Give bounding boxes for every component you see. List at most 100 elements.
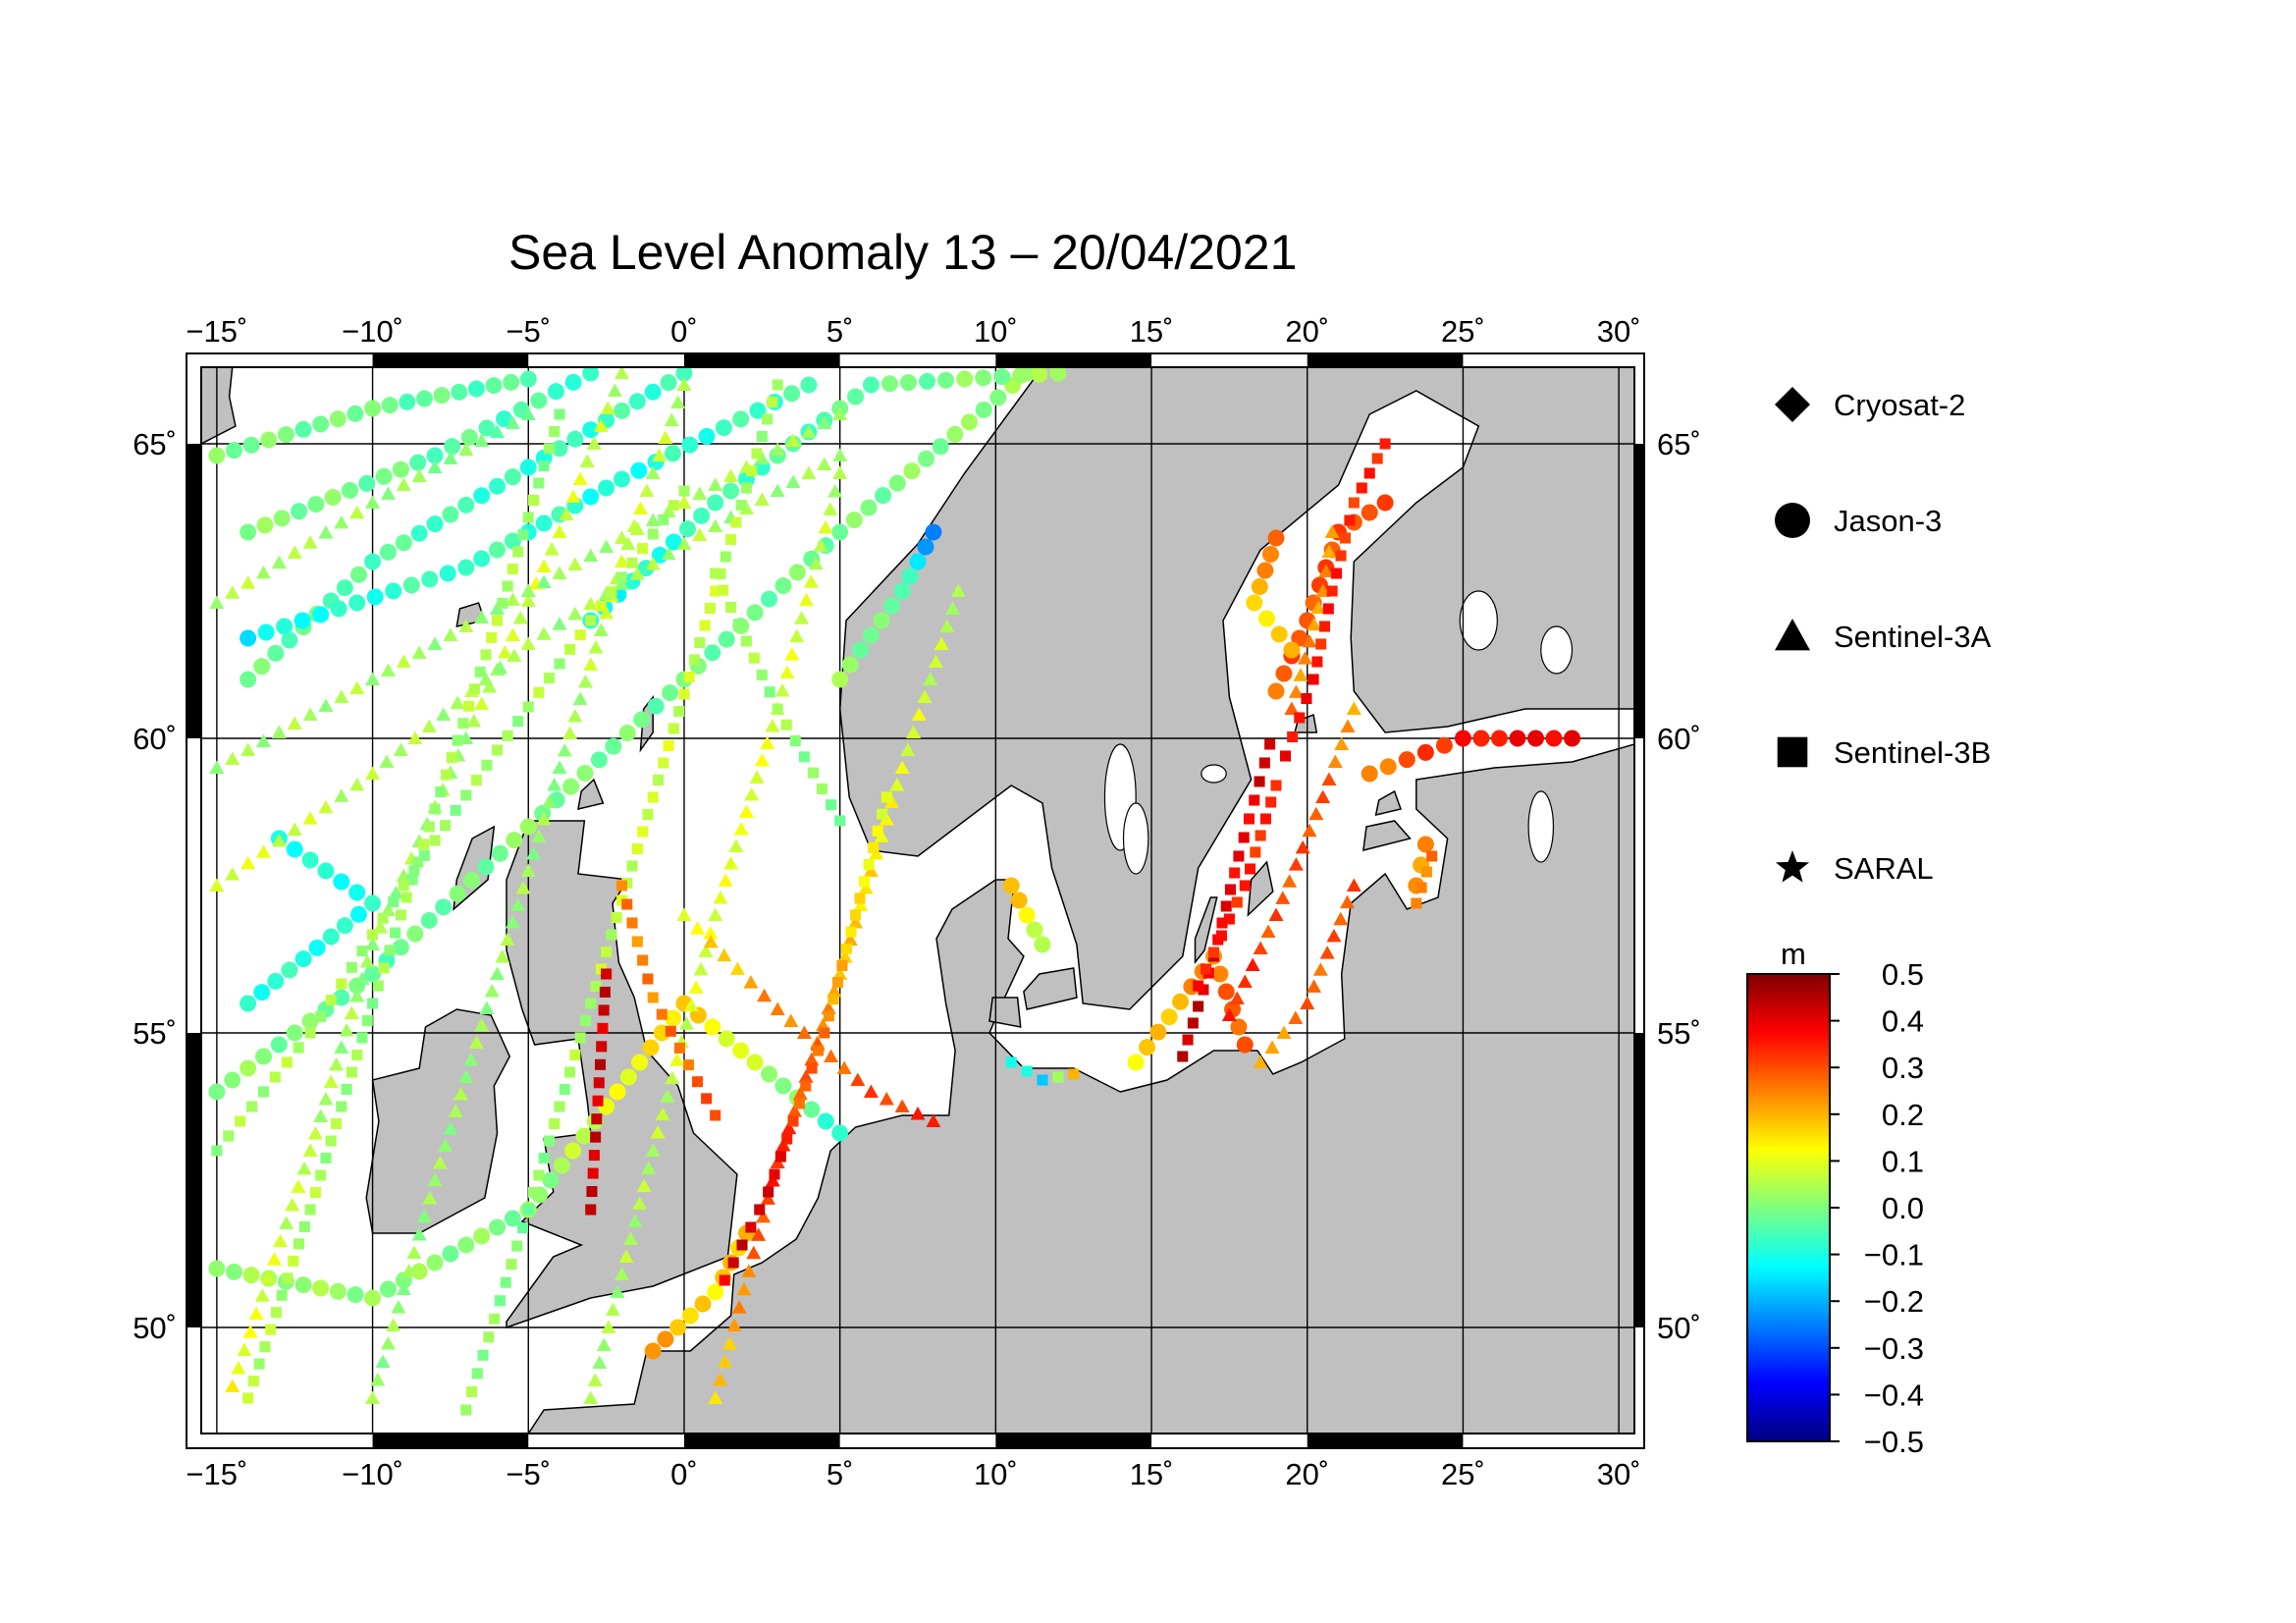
triangle-measurement bbox=[240, 742, 256, 756]
triangle-measurement bbox=[565, 489, 581, 503]
square-measurement bbox=[678, 485, 690, 497]
circle-measurement bbox=[312, 606, 330, 623]
circle-measurement bbox=[1379, 758, 1397, 776]
circle-measurement bbox=[975, 401, 992, 418]
circle-measurement bbox=[619, 1068, 637, 1086]
square-measurement bbox=[543, 673, 555, 684]
triangle-measurement bbox=[1237, 974, 1253, 988]
triangle-measurement bbox=[618, 1249, 634, 1263]
square-measurement bbox=[719, 1274, 730, 1286]
circle-measurement bbox=[644, 1342, 662, 1360]
triangle-measurement bbox=[614, 530, 629, 544]
square-measurement bbox=[819, 1027, 830, 1039]
circle-measurement bbox=[893, 582, 911, 600]
circle-measurement bbox=[873, 612, 890, 629]
triangle-measurement bbox=[717, 1354, 732, 1369]
triangle-measurement bbox=[379, 754, 395, 768]
triangle-measurement bbox=[474, 1018, 490, 1032]
lat-tick-label-left: 55˚ bbox=[133, 1016, 177, 1051]
triangle-measurement bbox=[396, 654, 411, 668]
circle-measurement bbox=[415, 390, 433, 407]
square-measurement bbox=[667, 723, 679, 734]
circle-measurement bbox=[715, 419, 732, 437]
square-measurement bbox=[682, 1059, 695, 1071]
square-measurement bbox=[665, 1025, 676, 1037]
square-measurement bbox=[457, 718, 469, 730]
land-orkney bbox=[577, 778, 605, 810]
circle-measurement bbox=[1267, 529, 1285, 547]
triangle-measurement bbox=[894, 760, 910, 774]
square-measurement bbox=[522, 1204, 534, 1216]
square-measurement bbox=[468, 683, 480, 695]
lake-4 bbox=[1201, 764, 1227, 784]
triangle-measurement bbox=[676, 536, 692, 550]
square-measurement bbox=[336, 1101, 347, 1112]
triangle-measurement bbox=[1340, 894, 1356, 909]
square-measurement bbox=[585, 1204, 597, 1216]
triangle-measurement bbox=[583, 548, 599, 562]
triangle-measurement bbox=[349, 505, 365, 519]
square-measurement bbox=[304, 1204, 316, 1216]
square-measurement bbox=[554, 658, 565, 670]
circle-measurement bbox=[1246, 594, 1263, 612]
triangle-measurement bbox=[728, 839, 744, 852]
square-measurement bbox=[798, 751, 810, 763]
triangle-measurement bbox=[579, 454, 595, 467]
circle-measurement bbox=[260, 431, 278, 449]
triangle-measurement bbox=[497, 645, 512, 659]
circle-measurement bbox=[917, 538, 934, 556]
triangle-measurement bbox=[698, 944, 714, 957]
square-measurement bbox=[642, 808, 654, 821]
square-measurement bbox=[564, 1066, 576, 1078]
colorbar-tick-label: 0.4 bbox=[1882, 1004, 1924, 1039]
triangle-measurement bbox=[1288, 857, 1304, 871]
circle-measurement bbox=[901, 568, 919, 585]
triangle-measurement bbox=[365, 495, 381, 509]
circle-measurement bbox=[385, 582, 402, 600]
square-measurement bbox=[692, 1076, 704, 1088]
triangle-measurement bbox=[354, 971, 370, 985]
triangle-measurement bbox=[463, 1053, 479, 1066]
square-measurement bbox=[450, 804, 461, 816]
triangle-measurement bbox=[1340, 719, 1356, 732]
triangle-measurement bbox=[318, 698, 334, 712]
circle-measurement bbox=[956, 370, 974, 388]
square-measurement bbox=[512, 716, 524, 728]
triangle-measurement bbox=[718, 873, 733, 887]
triangle-measurement bbox=[614, 1267, 629, 1280]
square-measurement bbox=[621, 898, 633, 910]
triangle-measurement bbox=[721, 1336, 737, 1350]
triangle-measurement bbox=[329, 1057, 345, 1071]
square-measurement bbox=[502, 580, 513, 592]
triangle-measurement bbox=[231, 1361, 246, 1375]
circle-measurement bbox=[364, 553, 382, 570]
triangle-measurement bbox=[678, 1016, 694, 1030]
axis-labels: −15˚ −15˚ −10˚ −10˚ −5˚ −5˚ 0˚ 0˚ 5˚ 5˚ 10˚ 10˚ 15˚ 1… bbox=[133, 314, 1701, 1491]
square-measurement bbox=[1249, 794, 1260, 806]
square-measurement bbox=[543, 443, 555, 455]
triangle-measurement bbox=[842, 932, 858, 946]
circle-measurement bbox=[366, 588, 384, 606]
lake-2 bbox=[1459, 590, 1498, 651]
square-measurement bbox=[497, 597, 508, 610]
triangle-measurement bbox=[1315, 583, 1331, 597]
circle-measurement bbox=[409, 454, 427, 471]
circle-measurement bbox=[694, 1295, 712, 1313]
square-measurement bbox=[596, 1041, 608, 1053]
triangle-measurement bbox=[723, 468, 739, 482]
square-measurement bbox=[1229, 867, 1241, 879]
triangle-measurement bbox=[1293, 668, 1308, 681]
circle-measurement bbox=[1236, 1036, 1254, 1054]
lat-tick-label-right: 60˚ bbox=[1657, 722, 1701, 756]
square-measurement bbox=[463, 700, 475, 712]
triangle-measurement bbox=[827, 983, 842, 998]
square-measurement bbox=[1182, 1034, 1194, 1046]
triangle-measurement bbox=[266, 1252, 282, 1266]
triangle-measurement bbox=[803, 574, 819, 588]
circle-measurement bbox=[426, 447, 444, 464]
circle-measurement bbox=[294, 420, 312, 438]
lon-tick-label-top: 25˚ bbox=[1441, 314, 1485, 349]
square-measurement bbox=[281, 1056, 293, 1068]
triangle-measurement bbox=[605, 1302, 620, 1316]
triangle-measurement bbox=[636, 1178, 652, 1192]
